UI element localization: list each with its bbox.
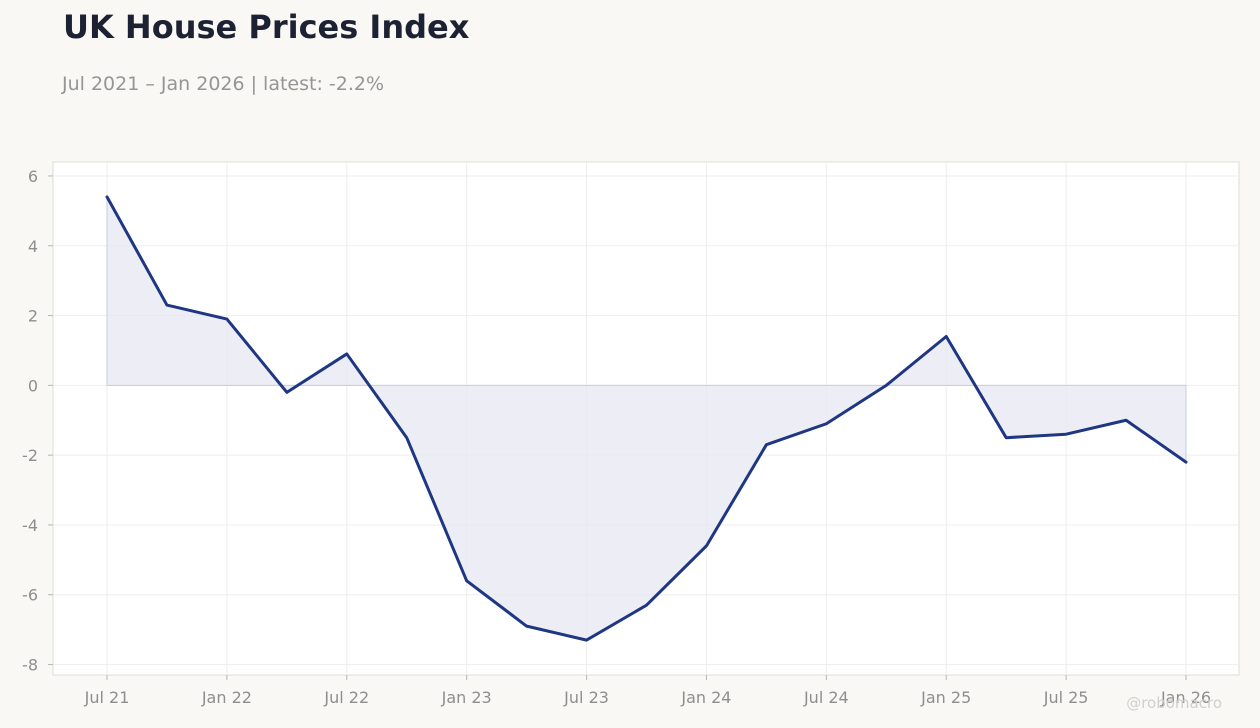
data-point [345,352,348,355]
data-point [885,384,888,387]
y-tick-label: -6 [22,586,38,605]
data-point [165,304,168,307]
y-tick-label: -2 [22,446,38,465]
data-point [765,443,768,446]
y-tick-label: -4 [22,516,38,535]
data-point [1005,436,1008,439]
y-tick-label: 4 [28,237,38,256]
x-tick-label: Jul 23 [563,688,609,707]
data-point [1065,433,1068,436]
x-tick-label: Jan 26 [1160,688,1211,707]
y-tick-label: 6 [28,167,38,186]
data-point [645,604,648,607]
chart-title: UK House Prices Index [63,8,470,46]
y-tick-label: 0 [28,376,38,395]
y-tick-label: 2 [28,307,38,326]
x-tick-label: Jul 24 [803,688,849,707]
x-tick-label: Jan 23 [441,688,492,707]
data-point [705,544,708,547]
series-line [105,195,1188,642]
data-point [585,639,588,642]
x-tick-label: Jul 25 [1043,688,1089,707]
x-tick-label: Jan 22 [201,688,252,707]
data-point [225,318,228,321]
data-point [106,195,109,198]
x-tick-label: Jul 21 [84,688,130,707]
data-point [1185,461,1188,464]
watermark: @robomacro [1126,694,1222,712]
data-point [405,436,408,439]
y-tick-label: -8 [22,656,38,675]
data-point [285,391,288,394]
data-point [1125,419,1128,422]
x-tick-label: Jan 25 [920,688,971,707]
data-point [825,422,828,425]
data-point [945,335,948,338]
chart-subtitle: Jul 2021 – Jan 2026 | latest: -2.2% [62,73,385,95]
x-tick-label: Jan 24 [680,688,731,707]
x-tick-label: Jul 22 [323,688,369,707]
data-point [465,579,468,582]
data-point [525,625,528,628]
